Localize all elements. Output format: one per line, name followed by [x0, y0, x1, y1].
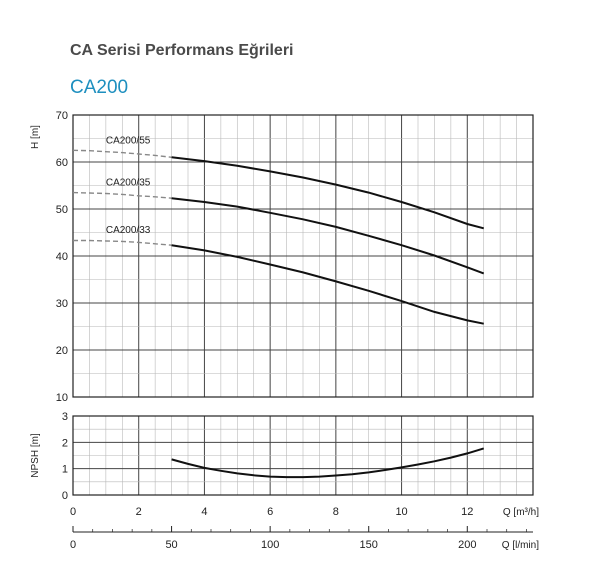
plot-frame — [72, 415, 534, 496]
series-label: CA200/55 — [106, 136, 151, 147]
x-tick-label: 12 — [461, 506, 473, 518]
x-tick-label: 8 — [333, 506, 339, 518]
y-tick-label: 30 — [56, 298, 68, 310]
series-line-ca200-33 — [171, 244, 484, 325]
y-tick-label: 3 — [62, 411, 68, 423]
series-label: CA200/35 — [106, 177, 151, 188]
x2-tick-label: 150 — [360, 539, 378, 551]
page-title: CA Serisi Performans Eğrileri — [70, 42, 294, 59]
series-line-npsh — [171, 447, 484, 479]
y-tick-label: 50 — [56, 204, 68, 216]
x2-tick-label: 200 — [458, 539, 476, 551]
y-tick-label: 0 — [62, 490, 68, 502]
y-tick-label: 2 — [62, 437, 68, 449]
plot-frame — [72, 114, 534, 398]
x2-tick-label: 50 — [165, 539, 177, 551]
npsh-chart-curves — [171, 447, 484, 479]
y-axis-label: H [m] — [30, 125, 41, 149]
x-tick-label: 0 — [70, 506, 76, 518]
x2-axis-label: Q [l/min] — [502, 540, 539, 551]
model-title: CA200 — [70, 77, 129, 98]
head-chart-ticks: 10 20 30 40 50 60 70 H [m] — [30, 110, 68, 404]
series-dashed-ca200-55 — [72, 149, 172, 158]
x-tick-label: 4 — [201, 506, 207, 518]
y-tick-label: 60 — [56, 157, 68, 169]
x2-tick-label: 100 — [261, 539, 279, 551]
x-tick-label: 10 — [395, 506, 407, 518]
y-tick-label: 70 — [56, 110, 68, 122]
series-line-ca200-55 — [171, 156, 484, 230]
x-axis-label: Q [m³/h] — [503, 507, 539, 518]
series-dashed-ca200-35 — [72, 191, 172, 199]
npsh-chart-grid — [72, 415, 534, 496]
y-tick-label: 1 — [62, 464, 68, 476]
y-tick-label: 20 — [56, 345, 68, 357]
series-dashed-ca200-33 — [73, 239, 172, 246]
y-axis-label: NPSH [m] — [30, 433, 41, 478]
x-tick-label: 6 — [267, 506, 273, 518]
y-tick-label: 40 — [56, 251, 68, 263]
flow-lmin-axis: 0 50 100 150 200 Q [l/min] — [70, 526, 539, 551]
x2-tick-label: 0 — [70, 539, 76, 551]
series-label: CA200/33 — [106, 225, 151, 236]
head-chart-grid — [72, 114, 534, 398]
series-line-ca200-35 — [171, 197, 485, 275]
y-tick-label: 10 — [56, 392, 68, 404]
x-tick-label: 2 — [136, 506, 142, 518]
head-chart-curves: CA200/55 CA200/35 CA200/33 — [72, 136, 485, 325]
